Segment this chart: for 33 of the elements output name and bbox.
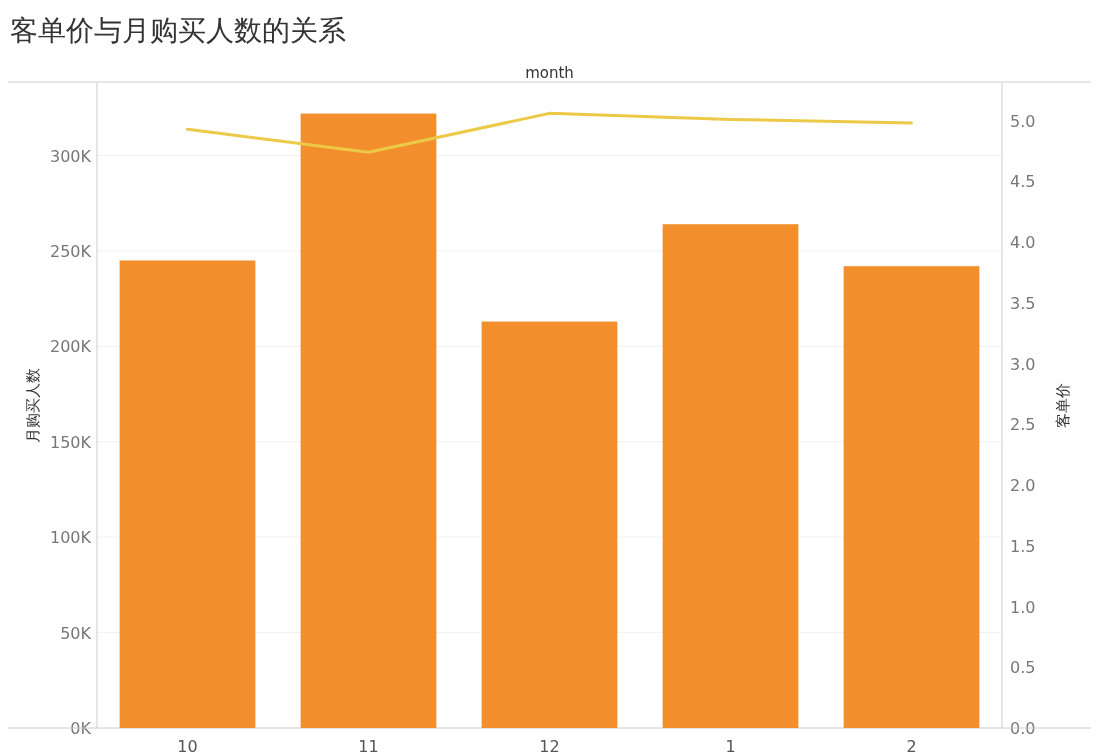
y2-tick-label: 0.5 [1010,658,1036,678]
y-axis-title: 月购买人数 [24,368,42,443]
y2-tick-label: 2.0 [1010,476,1036,496]
y-tick-label: 50K [60,623,92,643]
y2-tick-label: 3.0 [1010,354,1036,374]
x-tick-label: 12 [539,737,560,755]
x-tick-label: 2 [906,737,917,755]
y2-tick-label: 0.0 [1010,719,1036,738]
y-tick-label: 0K [70,719,92,738]
y-tick-label: 250K [49,241,92,261]
y2-tick-label: 2.5 [1010,415,1036,435]
x-axis-title: month [525,64,574,82]
bar [843,266,980,728]
chart-title: 客单价与月购买人数的关系 [10,14,346,47]
y2-tick-label: 4.0 [1010,233,1036,253]
y2-tick-label: 1.0 [1010,597,1036,617]
y2-tick-label: 3.5 [1010,293,1036,313]
x-tick-label: 11 [358,737,379,755]
y2-tick-label: 5.0 [1010,111,1036,131]
y-tick-label: 300K [49,146,92,166]
y-tick-label: 100K [49,528,92,548]
y2-axis-title: 客单价 [1054,383,1072,428]
bar [119,260,256,728]
bar [300,113,437,728]
x-tick-label: 10 [177,737,198,755]
bar [662,224,799,728]
y-tick-label: 150K [49,432,92,452]
y2-tick-label: 4.5 [1010,172,1036,192]
line-series [186,111,913,154]
bar [481,321,618,728]
y2-tick-label: 1.5 [1010,536,1036,556]
y-tick-label: 200K [49,337,92,357]
x-tick-label: 1 [725,737,736,755]
